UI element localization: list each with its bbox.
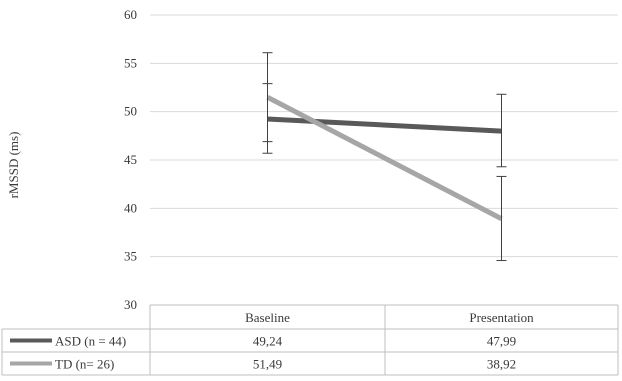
- y-tick-label: 50: [124, 104, 137, 119]
- y-tick-label: 45: [124, 152, 137, 167]
- y-tick-label: 40: [124, 200, 137, 215]
- y-tick-label: 55: [124, 55, 137, 70]
- series-line: [266, 95, 503, 221]
- data-table: Baseline Presentation ASD (n = 44) 49,24 47,…: [1, 304, 619, 376]
- series-line: [267, 116, 502, 134]
- gridlines: [150, 14, 618, 306]
- x-tick-label: Baseline: [245, 310, 290, 325]
- y-tick-label: 30: [124, 297, 137, 312]
- data-label: 51,49: [253, 357, 282, 372]
- data-label: 49,24: [253, 334, 283, 349]
- x-tick-label: Presentation: [469, 310, 534, 325]
- data-label: 38,92: [487, 357, 516, 372]
- legend-label: TD (n= 26): [55, 357, 114, 372]
- legend-label: ASD (n = 44): [55, 334, 126, 349]
- y-tick-label: 35: [124, 249, 137, 264]
- series-lines: [266, 95, 503, 221]
- data-label: 47,99: [487, 334, 516, 349]
- y-axis-ticks: 30 35 40 45 50 55 60: [124, 7, 137, 312]
- y-tick-label: 60: [124, 7, 137, 22]
- y-axis-label: rMSSD (ms): [6, 132, 21, 199]
- error-bars: [262, 52, 507, 262]
